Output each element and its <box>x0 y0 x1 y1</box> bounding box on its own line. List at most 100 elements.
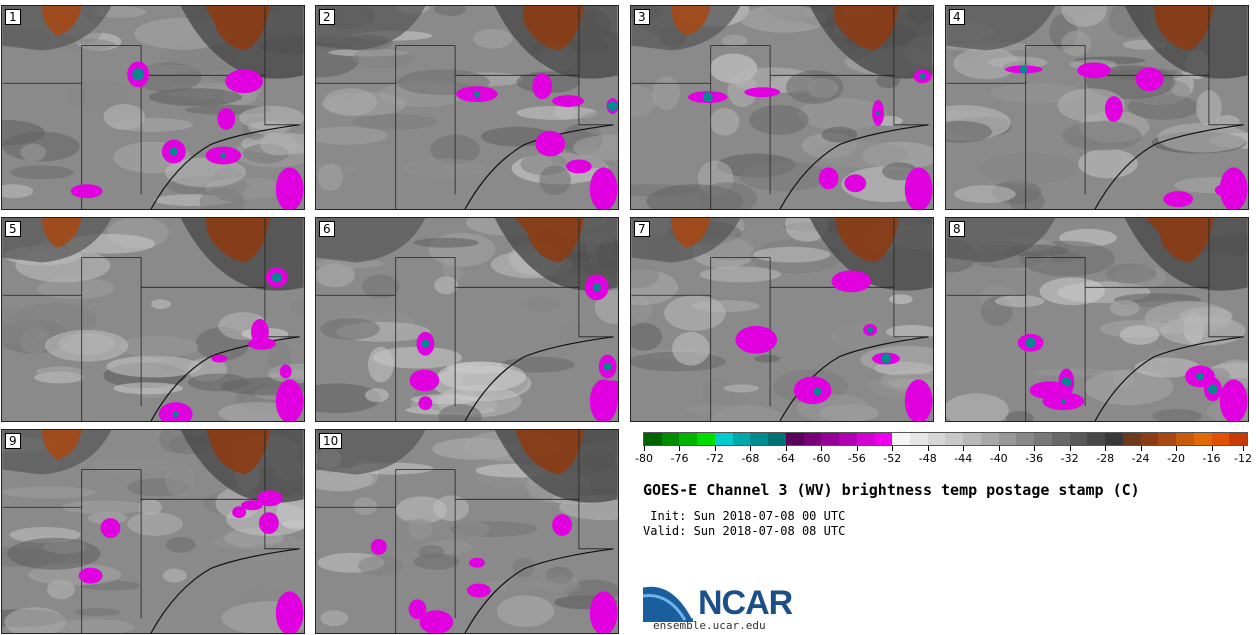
init-time: Init: Sun 2018-07-08 00 UTC <box>643 509 846 523</box>
panel-number: 5 <box>5 221 21 237</box>
colorbar-tick-mark <box>679 446 681 451</box>
colorbar-tick-label: -56 <box>847 452 866 465</box>
colorbar-tick-mark <box>892 446 894 451</box>
colorbar-segment <box>856 433 875 445</box>
colorbar-segment <box>910 433 928 445</box>
colorbar-tick-label: -64 <box>776 452 795 465</box>
ncar-logo-icon <box>643 583 695 622</box>
colorbar-tick-mark <box>963 446 965 451</box>
colorbar-segment <box>750 433 769 445</box>
colorbar-tick-mark <box>1211 446 1213 451</box>
water-vapor-map <box>2 218 304 421</box>
colorbar-tick-mark <box>714 446 716 451</box>
colorbar-ticks: -80 -76 -72 -68 -64 -60 -56 -52 -48 -44 -40 -36 -32 -… <box>635 446 1252 466</box>
colorbar-tick-mark <box>1176 446 1178 451</box>
colorbar-segment <box>768 433 786 445</box>
colorbar-segment <box>1122 433 1141 445</box>
colorbar-tick-mark <box>1105 446 1107 451</box>
panel-number: 2 <box>319 9 335 25</box>
figure-title: GOES-E Channel 3 (WV) brightness temp po… <box>643 481 1140 499</box>
colorbar-segment <box>714 433 733 445</box>
colorbar-segment <box>998 433 1017 445</box>
water-vapor-map <box>631 218 933 421</box>
colorbar-segment <box>927 433 946 445</box>
colorbar-tick-label: -32 <box>1060 452 1079 465</box>
colorbar-tick-label: -12 <box>1234 452 1252 465</box>
map-panel-6: 6 <box>315 217 619 422</box>
colorbar <box>643 432 1248 446</box>
water-vapor-map <box>316 430 618 633</box>
colorbar-tick-mark <box>1140 446 1142 451</box>
colorbar-tick-label: -52 <box>883 452 902 465</box>
colorbar-tick-mark <box>998 446 1000 451</box>
colorbar-tick-mark <box>927 446 929 451</box>
map-panel-2: 2 <box>315 5 619 210</box>
panel-number: 3 <box>634 9 650 25</box>
colorbar-segment <box>1069 433 1088 445</box>
map-panel-4: 4 <box>945 5 1249 210</box>
colorbar-segment <box>1034 433 1052 445</box>
map-panel-9: 9 <box>1 429 305 634</box>
panel-number: 10 <box>319 433 343 449</box>
colorbar-segment <box>1229 433 1247 445</box>
water-vapor-map <box>2 430 304 633</box>
map-panel-3: 3 <box>630 5 934 210</box>
colorbar-segment <box>1051 433 1070 445</box>
colorbar-segment <box>945 433 964 445</box>
colorbar-tick-mark <box>1069 446 1071 451</box>
colorbar-tick-label: -36 <box>1025 452 1044 465</box>
colorbar-tick-label: -40 <box>989 452 1008 465</box>
colorbar-tick-label: -20 <box>1167 452 1186 465</box>
colorbar-segment <box>661 433 680 445</box>
colorbar-tick-mark <box>1034 446 1036 451</box>
colorbar-segment <box>732 433 751 445</box>
colorbar-tick-label: -28 <box>1096 452 1115 465</box>
water-vapor-map <box>946 218 1248 421</box>
colorbar-tick-mark <box>785 446 787 451</box>
colorbar-segment <box>1211 433 1230 445</box>
colorbar-tick-label: -60 <box>812 452 831 465</box>
panel-number: 4 <box>949 9 965 25</box>
colorbar-segment <box>874 433 893 445</box>
colorbar-tick-label: -48 <box>918 452 937 465</box>
colorbar-segment <box>785 433 804 445</box>
colorbar-tick-label: -80 <box>635 452 653 465</box>
colorbar-tick-mark <box>750 446 752 451</box>
water-vapor-map <box>631 6 933 209</box>
colorbar-tick-label: -68 <box>741 452 760 465</box>
panel-number: 6 <box>319 221 335 237</box>
colorbar-segment <box>679 433 698 445</box>
colorbar-tick-label: -44 <box>954 452 973 465</box>
colorbar-tick-mark <box>644 446 645 451</box>
colorbar-segment <box>1140 433 1159 445</box>
colorbar-tick-mark <box>856 446 858 451</box>
water-vapor-map <box>316 218 618 421</box>
colorbar-segment <box>963 433 981 445</box>
colorbar-tick-mark <box>1243 446 1244 451</box>
colorbar-segment <box>821 433 840 445</box>
map-panel-7: 7 <box>630 217 934 422</box>
colorbar-segment <box>1158 433 1177 445</box>
colorbar-tick-label: -24 <box>1131 452 1150 465</box>
map-panel-10: 10 <box>315 429 619 634</box>
colorbar-tick-label: -72 <box>705 452 724 465</box>
panel-number: 9 <box>5 433 21 449</box>
map-panel-8: 8 <box>945 217 1249 422</box>
map-panel-1: 1 <box>1 5 305 210</box>
ncar-logo-text: NCAR <box>698 584 793 622</box>
colorbar-segment <box>803 433 822 445</box>
panel-number: 1 <box>5 9 21 25</box>
colorbar-segment <box>1193 433 1212 445</box>
colorbar-tick-label: -16 <box>1202 452 1221 465</box>
colorbar-segment <box>697 433 715 445</box>
colorbar-tick-mark <box>821 446 823 451</box>
colorbar-segment <box>980 433 999 445</box>
colorbar-segment <box>1087 433 1106 445</box>
colorbar-segment <box>1016 433 1035 445</box>
water-vapor-map <box>2 6 304 209</box>
colorbar-segment <box>1105 433 1123 445</box>
colorbar-tick-label: -76 <box>670 452 689 465</box>
colorbar-segment <box>1176 433 1194 445</box>
site-url: ensemble.ucar.edu <box>653 619 766 632</box>
colorbar-segment <box>839 433 857 445</box>
